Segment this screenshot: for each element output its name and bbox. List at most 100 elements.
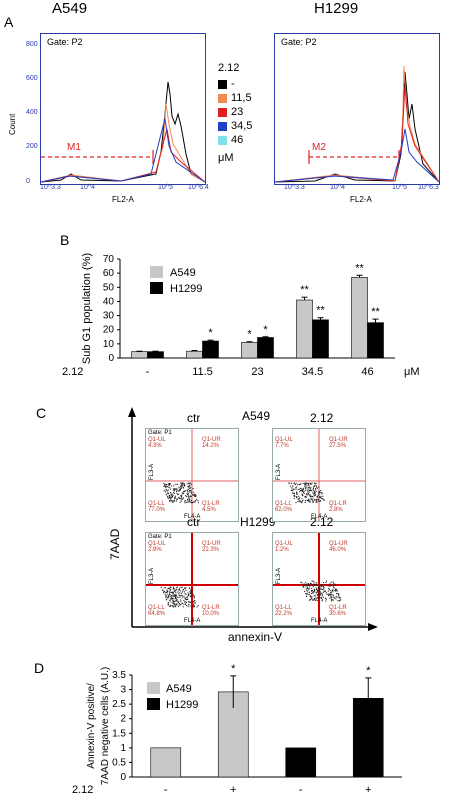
x-tick-label: 23	[251, 366, 263, 378]
quadrant-ul-label: Q1-UL	[275, 541, 293, 547]
legend-swatch	[147, 698, 160, 710]
legend-swatch	[218, 107, 227, 117]
bar-h1299	[202, 340, 219, 359]
legend-label: A549	[166, 683, 192, 695]
legend-item: 11,5	[218, 92, 252, 104]
significance-mark: *	[231, 663, 236, 675]
chart-b-sub-g1: 0 10 20 30 40 50 60 70 Sub G1 population (%) - * 11…	[62, 253, 420, 378]
legend-swatch	[150, 266, 163, 278]
significance-mark: **	[371, 306, 380, 318]
y-axis-label-line1: Annexin-V positive/	[86, 683, 97, 769]
legend-unit: μM	[218, 152, 234, 164]
gate-label: Gate: P1	[148, 534, 172, 540]
histogram-a549: Gate: P2 M1	[40, 33, 206, 185]
small-y-axis-label: FL3-A	[149, 463, 156, 481]
y-tick-label: 70	[103, 254, 115, 265]
significance-mark: *	[208, 327, 213, 339]
y-tick-label: 0	[120, 772, 126, 783]
bar-a549	[131, 351, 148, 359]
ytick: 200	[26, 143, 38, 150]
quadrant-ll-value: 77.0%	[148, 507, 166, 513]
xtick: 10^3.3	[40, 184, 61, 191]
legend-title: 2.12	[218, 62, 240, 74]
quadrant-ll-value: 22.2%	[275, 611, 293, 617]
panel-a-right-title: H1299	[314, 0, 359, 17]
legend-label: -	[231, 78, 235, 90]
quadrant-ul-value: 2.9%	[148, 547, 162, 553]
x-prefix-label: 2.12	[72, 784, 93, 796]
bar-a549	[186, 350, 203, 359]
y-tick-label: 3	[120, 685, 126, 696]
y-tick-label: 10	[103, 339, 115, 350]
legend-label: H1299	[166, 699, 198, 711]
ytick: 800	[26, 41, 38, 48]
bar-a549	[296, 299, 313, 359]
x-tick-label: +	[365, 784, 371, 796]
quadrant-lr-label: Q1-LR	[202, 501, 220, 507]
bar-h1299	[312, 319, 329, 359]
significance-mark: **	[300, 284, 309, 296]
y-tick-label: 1.5	[112, 728, 126, 739]
m2-label: M2	[312, 142, 326, 153]
plot-condition-title: 2.12	[310, 411, 334, 425]
plot-condition-title: 2.12	[310, 515, 334, 529]
panel-c-xaxis-label: annexin-V	[228, 630, 283, 644]
histogram-h1299-plot: M2	[275, 65, 439, 183]
ytick: 0	[26, 178, 30, 185]
xtick: 10^3.3	[284, 184, 305, 191]
y-tick-label: 2	[120, 714, 126, 725]
bar-a549	[150, 747, 182, 778]
legend-swatch	[150, 282, 163, 294]
significance-mark: *	[247, 329, 252, 341]
flow-scatter-plot: Q1-UL 1.2% Q1-UR 46.0% Q1-LL 22.2% Q1-LR 30.6% F…	[272, 532, 366, 626]
panel-c-row1-title: A549	[242, 409, 271, 423]
quadrant-ur-label: Q1-UR	[202, 541, 221, 547]
x-tick-label: -	[299, 784, 303, 796]
y-axis-label: Sub G1 population (%)	[81, 253, 93, 364]
quadrant-lr-value: 2.8%	[329, 507, 343, 513]
m1-label: M1	[67, 142, 81, 153]
legend-item: 46	[218, 134, 252, 146]
ytick: 600	[26, 75, 38, 82]
quadrant-lr-value: 4.5%	[202, 507, 216, 513]
y-tick-label: 50	[103, 282, 115, 293]
quadrant-ll-label: Q1-LL	[148, 605, 165, 611]
quadrant-ur-label: Q1-UR	[202, 437, 221, 443]
x-tick-label: -	[146, 366, 150, 378]
legend-label: 23	[231, 106, 244, 118]
panel-letter-c: C	[36, 405, 47, 421]
significance-mark: *	[263, 324, 268, 336]
xtick: 10^5	[392, 184, 407, 191]
plot-condition-title: ctr	[187, 515, 201, 529]
panel-letter-a: A	[4, 14, 14, 30]
small-y-axis-label: FL3-A	[276, 463, 283, 481]
legend-label: 46	[231, 134, 244, 146]
histogram-a549-yticks: 0 200 400 600 800	[26, 33, 40, 185]
small-x-axis-label: FL4-A	[184, 514, 201, 520]
legend-swatch	[147, 682, 160, 694]
y-tick-label: 60	[103, 268, 115, 279]
quadrant-ll-label: Q1-LL	[275, 605, 292, 611]
flow-scatter-plot: Gate: P1 Q1-UL 2.9% Q1-UR 22.3% Q1-LL 64.8% Q1-…	[145, 532, 239, 626]
chart-d-annexin: 0 0.5 1 1.5 2 2.5 3 3.5 Annexin-V positive/7AAD …	[72, 663, 402, 796]
quadrant-ul-label: Q1-UL	[148, 437, 166, 443]
quadrant-lr-label: Q1-LR	[202, 605, 220, 611]
panel-letter-b: B	[60, 232, 70, 248]
y-tick-label: 40	[103, 296, 115, 307]
quadrant-ul-value: 7.7%	[275, 443, 289, 449]
legend-item: 34,5	[218, 120, 252, 132]
quadrant-ur-value: 22.3%	[202, 547, 220, 553]
legend-swatch	[218, 121, 227, 131]
panel-letter-d: D	[34, 660, 45, 676]
bar-a549	[241, 342, 258, 359]
histogram-gate-label: Gate: P2	[281, 37, 317, 47]
quadrant-ul-label: Q1-UL	[275, 437, 293, 443]
gate-label: Gate: P1	[148, 430, 172, 436]
bar-h1299	[367, 322, 384, 359]
legend-label: A549	[170, 267, 196, 279]
y-tick-label: 2.5	[112, 699, 126, 710]
series-control-line	[41, 81, 205, 183]
legend-items: - 11,5 23 34,5 46	[218, 78, 252, 146]
legend-swatch	[218, 93, 227, 103]
quadrant-ll-value: 64.8%	[148, 611, 166, 617]
